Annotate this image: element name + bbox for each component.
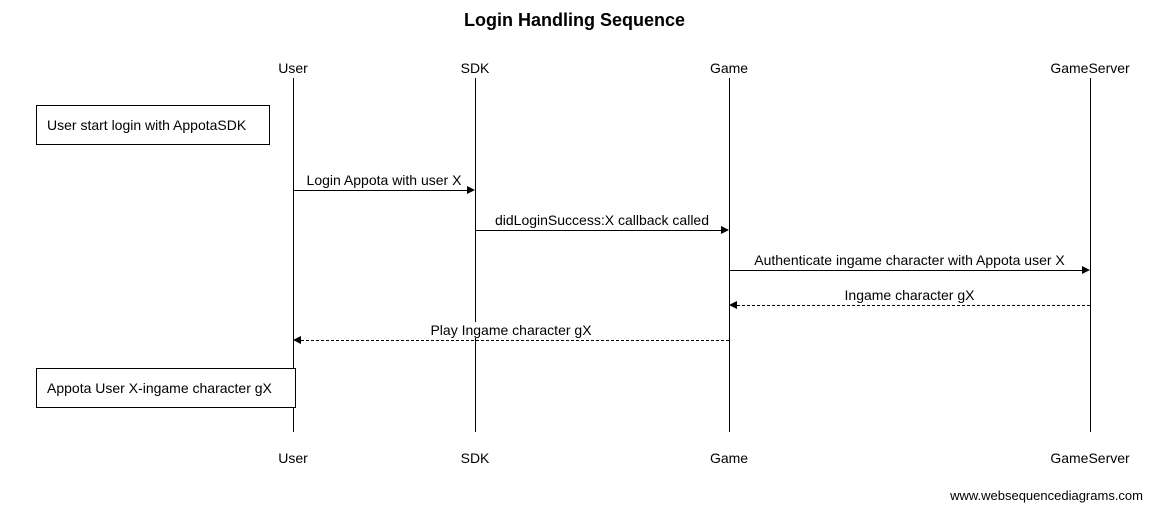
participant-top-game: Game — [710, 60, 748, 76]
msg-arrow-4 — [293, 336, 301, 344]
msg-label-0: Login Appota with user X — [305, 172, 464, 188]
participant-top-user: User — [278, 60, 308, 76]
msg-arrow-3 — [729, 301, 737, 309]
lifeline-gameserver — [1090, 78, 1091, 432]
participant-bottom-gameserver: GameServer — [1050, 450, 1129, 466]
msg-label-4: Play Ingame character gX — [428, 322, 593, 338]
msg-line-2 — [729, 270, 1082, 271]
msg-arrow-2 — [1082, 266, 1090, 274]
msg-line-1 — [475, 230, 721, 231]
sequence-diagram: Login Handling Sequence User SDK Game Ga… — [0, 0, 1149, 507]
diagram-title: Login Handling Sequence — [0, 10, 1149, 31]
participant-bottom-user: User — [278, 450, 308, 466]
msg-line-3 — [737, 305, 1090, 306]
note-user-character: Appota User X-ingame character gX — [36, 368, 296, 408]
msg-arrow-0 — [467, 186, 475, 194]
participant-top-gameserver: GameServer — [1050, 60, 1129, 76]
lifeline-game — [729, 78, 730, 432]
participant-top-sdk: SDK — [461, 60, 490, 76]
msg-label-3: Ingame character gX — [843, 287, 977, 303]
msg-line-4 — [301, 340, 729, 341]
participant-bottom-sdk: SDK — [461, 450, 490, 466]
lifeline-sdk — [475, 78, 476, 432]
msg-line-0 — [293, 190, 467, 191]
msg-label-2: Authenticate ingame character with Appot… — [752, 252, 1067, 268]
msg-arrow-1 — [721, 226, 729, 234]
note-start-login: User start login with AppotaSDK — [36, 105, 270, 145]
participant-bottom-game: Game — [710, 450, 748, 466]
msg-label-1: didLoginSuccess:X callback called — [493, 212, 711, 228]
footer-credit: www.websequencediagrams.com — [950, 488, 1143, 503]
